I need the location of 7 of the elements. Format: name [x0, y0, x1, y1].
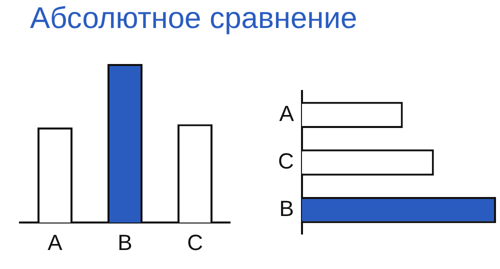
x-tick-label: A [48, 230, 63, 255]
chart-title: Абсолютное сравнение [30, 2, 358, 36]
y-tick-label: A [279, 101, 294, 126]
y-tick-label: B [279, 196, 294, 222]
x-tick-label: C [187, 230, 204, 255]
y-tick-label: C [278, 148, 294, 174]
x-tick-label: B [118, 230, 132, 255]
